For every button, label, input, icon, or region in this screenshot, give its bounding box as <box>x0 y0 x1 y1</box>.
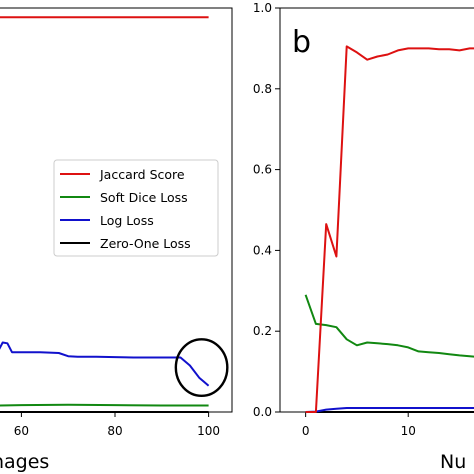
legend-label-zero-one: Zero-One Loss <box>100 236 191 251</box>
panel-b-x-tick-label: 0 <box>302 424 310 438</box>
panel-a-x-axis-label: nages <box>0 451 49 473</box>
panel-a-x-tick-label: 80 <box>107 424 122 438</box>
legend: Jaccard Score Soft Dice Loss Log Loss Ze… <box>53 159 219 257</box>
chart-panel-b: 0.0 0.2 0.4 0.6 0.8 1.0 0 10 b Nu <box>253 1 474 473</box>
highlight-ellipse <box>174 338 229 398</box>
panel-b-y-ticks: 0.0 0.2 0.4 0.6 0.8 1.0 <box>253 1 280 419</box>
panel-a-x-ticks: 60 80 100 <box>14 412 220 438</box>
legend-entry-log-loss: Log Loss <box>60 213 154 228</box>
legend-box <box>53 159 219 257</box>
panel-b-y-tick-label: 0.0 <box>253 405 272 419</box>
panel-b-series-log-loss <box>305 407 474 413</box>
legend-entry-jaccard: Jaccard Score <box>60 167 185 182</box>
legend-label-soft-dice: Soft Dice Loss <box>100 190 188 205</box>
panel-b-y-tick-label: 0.4 <box>253 243 272 257</box>
panel-b-series <box>304 45 474 413</box>
panel-a-series-soft-dice-loss <box>0 403 209 407</box>
panel-b-frame <box>279 7 474 413</box>
legend-label-log-loss: Log Loss <box>100 213 154 228</box>
panel-b-label: b <box>292 25 311 60</box>
panel-a-series <box>0 16 210 413</box>
panel-b-y-tick-label: 0.8 <box>253 82 272 96</box>
panel-b-y-tick-label: 0.2 <box>253 324 272 338</box>
panel-a-x-tick-label: 60 <box>14 424 29 438</box>
panel-b-y-tick-label: 1.0 <box>253 1 272 15</box>
chart-panel-a: 60 80 100 nages Jaccard Score Soft Dice Lo… <box>0 7 233 473</box>
legend-label-jaccard: Jaccard Score <box>99 167 185 182</box>
legend-entry-soft-dice: Soft Dice Loss <box>60 190 188 205</box>
panel-b-y-tick-label: 0.6 <box>253 163 272 177</box>
panel-b-series-soft-dice-loss <box>304 294 474 358</box>
legend-entry-zero-one: Zero-One Loss <box>60 236 191 251</box>
panel-b-x-axis-label: Nu <box>440 451 466 473</box>
panel-b-x-tick-label: 10 <box>401 424 416 438</box>
panel-a-x-tick-label: 100 <box>197 424 220 438</box>
panel-b-x-ticks: 0 10 <box>302 412 416 438</box>
panel-a-series-log-loss <box>0 341 210 387</box>
panel-b-series-jaccard-score <box>305 45 474 413</box>
